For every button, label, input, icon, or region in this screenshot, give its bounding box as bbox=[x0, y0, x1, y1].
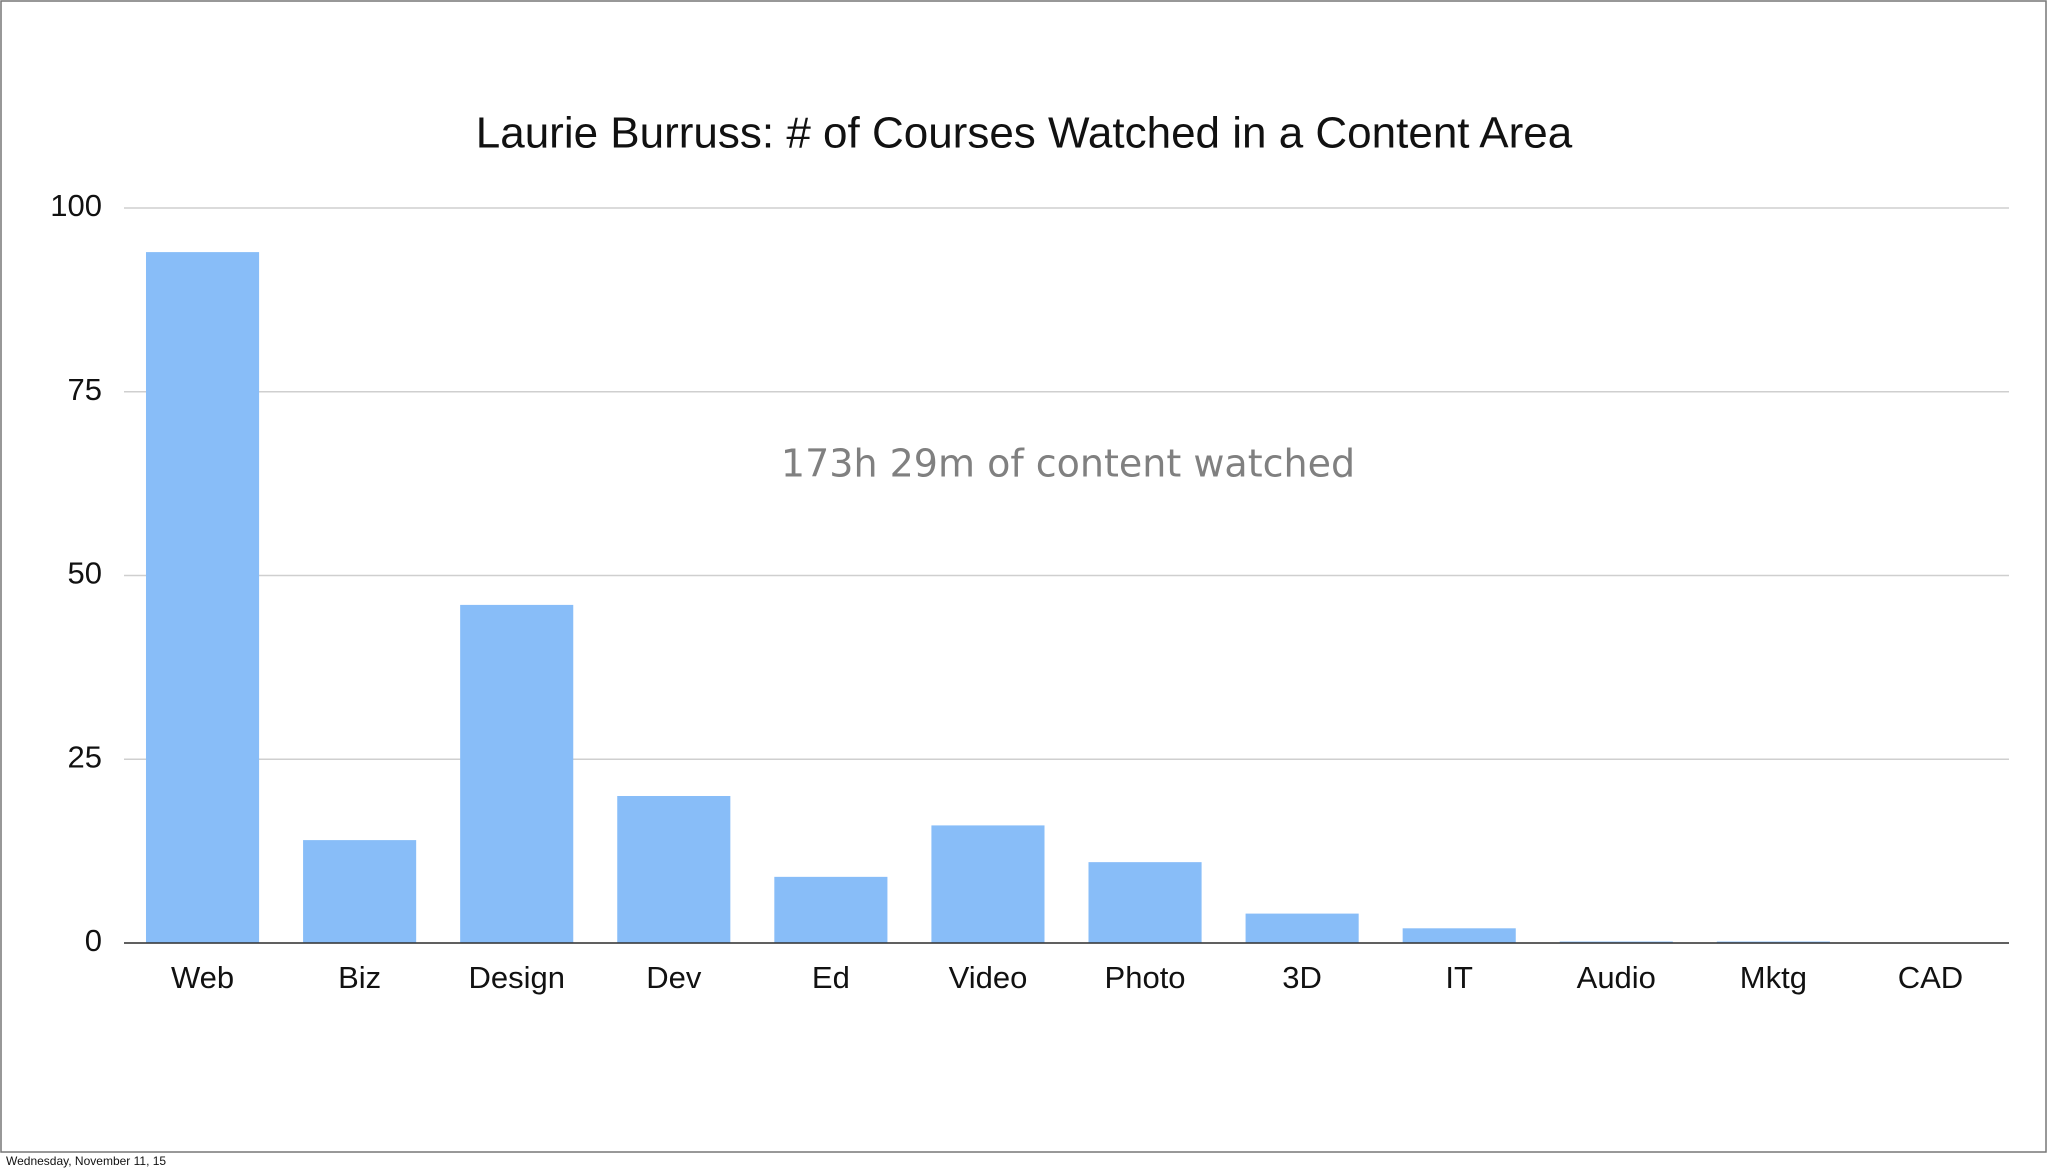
x-tick-label: IT bbox=[1445, 960, 1473, 995]
y-tick-label: 50 bbox=[68, 556, 102, 591]
y-tick-label: 25 bbox=[68, 739, 102, 774]
y-tick-label: 75 bbox=[68, 372, 102, 407]
x-tick-label: Design bbox=[468, 960, 565, 995]
bar bbox=[1088, 862, 1202, 943]
bar bbox=[460, 604, 574, 943]
x-tick-label: Video bbox=[949, 960, 1028, 995]
bar bbox=[774, 876, 888, 943]
x-tick-label: CAD bbox=[1898, 960, 1963, 995]
x-tick-label: Photo bbox=[1105, 960, 1186, 995]
x-tick-label: 3D bbox=[1282, 960, 1322, 995]
annotation: 173h 29m of content watched bbox=[781, 442, 1355, 486]
bar bbox=[931, 825, 1045, 943]
chart-title: Laurie Burruss: # of Courses Watched in … bbox=[476, 109, 1573, 158]
bar bbox=[617, 796, 731, 943]
y-tick-label: 100 bbox=[50, 188, 102, 223]
bar bbox=[1402, 928, 1516, 943]
bar bbox=[145, 252, 260, 944]
y-tick-label: 0 bbox=[85, 923, 102, 958]
x-tick-label: Audio bbox=[1577, 960, 1656, 995]
bar bbox=[1245, 913, 1359, 943]
bar bbox=[303, 840, 417, 943]
footer: Wednesday, November 11, 15 bbox=[6, 1154, 166, 1168]
x-tick-label: Mktg bbox=[1740, 960, 1807, 995]
x-tick-label: Dev bbox=[646, 960, 702, 995]
x-tick-label: Web bbox=[171, 960, 234, 995]
x-tick-label: Biz bbox=[338, 960, 381, 995]
x-tick-label: Ed bbox=[812, 960, 850, 995]
